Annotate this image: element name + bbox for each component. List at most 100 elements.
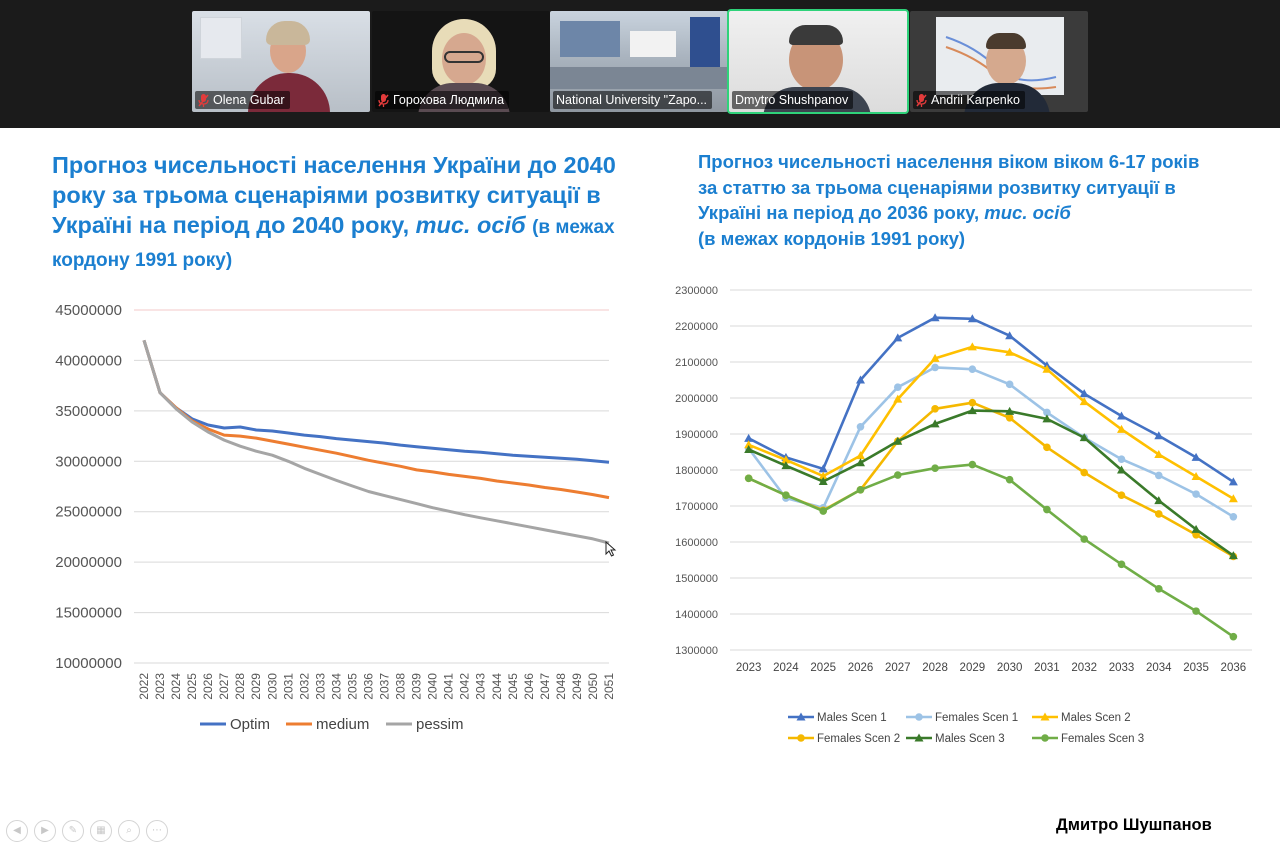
x-tick-label: 2033	[313, 673, 327, 700]
data-point-circle	[931, 363, 939, 372]
data-point-circle	[915, 713, 923, 721]
data-point-circle	[1229, 513, 1238, 521]
y-tick-label: 1500000	[675, 573, 718, 585]
x-tick-label: 2025	[810, 662, 836, 674]
data-point-triangle	[796, 712, 806, 721]
y-tick-label: 2300000	[675, 285, 718, 297]
y-tick-label: 35000000	[55, 403, 122, 420]
pen-icon[interactable]: ✎	[62, 820, 84, 842]
participant-tile[interactable]: National University "Zapo...	[550, 11, 728, 112]
data-point-triangle	[967, 406, 977, 415]
room-banner	[690, 17, 720, 67]
data-point-triangle	[856, 458, 865, 467]
y-tick-label: 1700000	[675, 501, 718, 513]
data-point-triangle	[1191, 471, 1201, 480]
series-line	[748, 409, 1235, 557]
room-table	[550, 67, 728, 89]
y-tick-label: 1900000	[675, 429, 718, 441]
y-tick-label: 40000000	[55, 352, 122, 369]
x-tick-label: 2030	[997, 662, 1023, 674]
x-tick-label: 2022	[137, 673, 151, 700]
data-point-triangle	[1191, 524, 1201, 533]
series-line-optim	[142, 339, 610, 464]
data-point-triangle	[930, 419, 940, 428]
right-title-main: Прогноз чисельності населення віком віко…	[698, 151, 1200, 223]
data-point-triangle	[1005, 347, 1015, 356]
room-window	[560, 21, 620, 57]
x-tick-label: 2028	[233, 673, 247, 700]
data-point-triangle	[893, 333, 903, 342]
y-tick-label: 2200000	[675, 321, 718, 333]
data-point-triangle	[893, 394, 903, 403]
data-point-triangle	[1154, 450, 1164, 459]
x-tick-label: 2028	[922, 662, 948, 674]
x-tick-label: 2035	[1183, 662, 1209, 674]
data-point-circle	[797, 734, 805, 742]
participant-tile[interactable]: Andrii Karpenko	[910, 11, 1088, 112]
data-point-circle	[1154, 585, 1163, 593]
data-point-circle	[744, 474, 753, 483]
y-tick-label: 45000000	[55, 302, 122, 319]
data-point-triangle	[744, 444, 754, 453]
participant-tile[interactable]: Горохова Людмила	[372, 11, 550, 112]
data-point-triangle	[914, 733, 924, 742]
participant-name-tag: National University "Zapo...	[553, 91, 713, 109]
participant-name: Andrii Karpenko	[931, 93, 1020, 107]
x-tick-label: 2041	[442, 673, 456, 700]
x-tick-label: 2023	[153, 673, 167, 700]
x-tick-label: 2040	[426, 673, 440, 700]
slides-grid-icon[interactable]: ▦	[90, 820, 112, 842]
legend-label: Males Scen 2	[1061, 712, 1131, 724]
data-point-triangle	[967, 314, 977, 323]
muted-mic-icon	[378, 93, 389, 107]
x-tick-label: 2051	[602, 673, 616, 700]
data-point-triangle	[744, 433, 754, 442]
participant-tile-active[interactable]: Dmytro Shushpanov	[727, 9, 909, 114]
data-point-circle	[968, 398, 977, 407]
more-options-icon[interactable]: ⋯	[146, 820, 168, 842]
data-point-circle	[1005, 380, 1014, 389]
x-tick-label: 2036	[1221, 662, 1247, 674]
x-tick-label: 2047	[538, 673, 552, 700]
wall-poster	[200, 17, 242, 59]
y-tick-label: 15000000	[55, 605, 122, 622]
x-tick-label: 2029	[960, 662, 986, 674]
data-point-circle	[931, 464, 939, 472]
mouse-cursor-icon	[605, 541, 617, 557]
data-point-triangle	[1079, 433, 1089, 442]
data-point-triangle	[967, 342, 977, 351]
legend-label: Optim	[230, 716, 270, 733]
series-line-pessim	[142, 339, 610, 545]
legend-label: Males Scen 3	[935, 733, 1005, 745]
video-strip: Olena Gubar Горохова Людмила National Un…	[0, 0, 1280, 128]
legend-label: medium	[316, 716, 369, 733]
x-tick-label: 2023	[736, 662, 762, 674]
x-tick-label: 2032	[297, 673, 311, 700]
data-point-circle	[968, 460, 977, 469]
y-tick-label: 1400000	[675, 609, 718, 621]
data-point-circle	[1080, 535, 1089, 543]
left-chart-title: Прогноз чисельності населення України до…	[52, 150, 652, 276]
y-tick-label: 2000000	[675, 393, 718, 405]
author-name: Дмитро Шушпанов	[1056, 816, 1212, 834]
data-point-triangle	[1117, 411, 1126, 420]
data-point-circle	[819, 507, 828, 515]
x-tick-label: 2027	[885, 662, 911, 674]
participant-name: Горохова Людмила	[393, 93, 505, 107]
participant-tile[interactable]: Olena Gubar	[192, 11, 370, 112]
x-tick-label: 2025	[185, 673, 199, 700]
zoom-icon[interactable]: ⌕	[118, 820, 140, 842]
data-point-triangle	[930, 353, 940, 362]
legend-label: pessim	[416, 716, 464, 733]
next-slide-icon[interactable]: ▶	[34, 820, 56, 842]
previous-slide-icon[interactable]: ◀	[6, 820, 28, 842]
x-tick-label: 2034	[329, 673, 343, 700]
x-tick-label: 2026	[201, 673, 215, 700]
data-point-circle	[1080, 468, 1089, 477]
x-tick-label: 2048	[554, 673, 568, 700]
participant-name-tag: Горохова Людмила	[375, 91, 510, 109]
x-tick-label: 2031	[281, 673, 295, 700]
x-tick-label: 2042	[458, 673, 472, 700]
left-title-note: (в межах кордону 1991 року)	[52, 217, 615, 271]
x-tick-label: 2050	[586, 673, 600, 700]
